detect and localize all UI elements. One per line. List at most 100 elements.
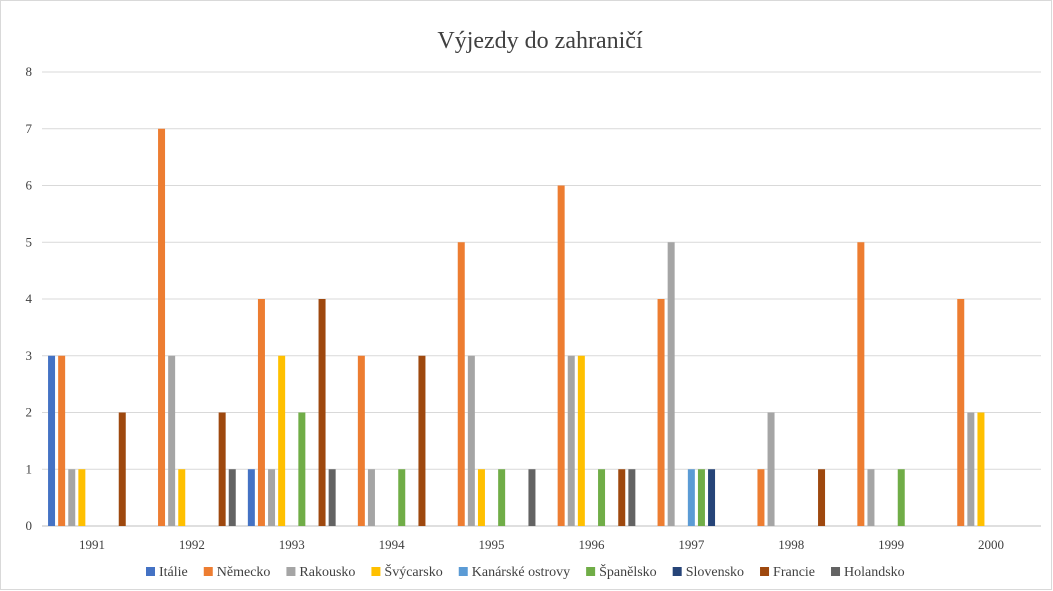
bar <box>498 469 506 526</box>
x-tick-label: 2000 <box>978 537 1004 552</box>
legend-item: Francie <box>760 565 815 580</box>
x-tick-label: 1996 <box>578 537 605 552</box>
bar <box>687 469 695 526</box>
bar <box>418 355 426 526</box>
y-tick-label: 2 <box>26 405 33 420</box>
bar <box>78 469 86 526</box>
bar <box>767 412 775 526</box>
gridlines <box>42 71 1041 527</box>
legend-swatch <box>760 567 770 576</box>
legend-item: Německo <box>203 565 271 580</box>
x-tick-label: 1991 <box>79 537 105 552</box>
bar <box>697 469 705 526</box>
bar <box>857 242 865 526</box>
bar <box>367 469 375 526</box>
y-tick-label: 8 <box>26 64 33 79</box>
chart-title: Výjezdy do zahraničí <box>437 28 643 54</box>
y-axis-ticks: 0 1 2 3 4 5 6 7 8 <box>26 64 33 533</box>
legend-label: Rakousko <box>299 565 355 580</box>
legend-label: Kanárské ostrovy <box>472 565 570 580</box>
bar <box>618 469 626 526</box>
bar <box>477 469 485 526</box>
bar <box>818 469 826 526</box>
legend-item: Španělsko <box>586 563 657 580</box>
legend-item: Rakousko <box>286 565 355 580</box>
legend-label: Francie <box>773 565 815 580</box>
legend-item: Itálie <box>146 565 188 580</box>
legend-swatch <box>146 567 155 576</box>
bar <box>328 469 336 526</box>
legend-swatch <box>831 567 841 576</box>
y-tick-label: 5 <box>26 234 33 249</box>
bar <box>667 242 675 526</box>
bar <box>298 412 306 526</box>
legend-label: Německo <box>217 565 271 580</box>
legend-label: Švýcarsko <box>384 563 442 580</box>
bar <box>357 355 365 526</box>
bar <box>457 242 465 526</box>
bar <box>278 355 286 526</box>
bars <box>48 128 985 526</box>
bar <box>897 469 905 526</box>
bar <box>118 412 126 526</box>
x-tick-label: 1997 <box>678 537 705 552</box>
bar <box>977 412 985 526</box>
bar <box>557 185 565 526</box>
legend-swatch <box>371 567 381 576</box>
x-axis-ticks: 1991 1992 1993 1994 1995 1996 1997 1998 1999 2000 <box>79 537 1004 552</box>
legend-label: Itálie <box>159 565 188 580</box>
legend-label: Holandsko <box>844 565 905 580</box>
bar <box>48 355 56 526</box>
x-tick-label: 1995 <box>479 537 505 552</box>
bar <box>168 355 176 526</box>
bar <box>528 469 536 526</box>
bar <box>867 469 875 526</box>
bar <box>257 299 265 526</box>
x-tick-label: 1993 <box>279 537 305 552</box>
legend-swatch <box>672 567 682 576</box>
bar <box>247 469 255 526</box>
legend-item: Holandsko <box>831 565 905 580</box>
bar <box>577 355 585 526</box>
x-tick-label: 1998 <box>778 537 804 552</box>
bar <box>628 469 636 526</box>
bar <box>58 355 66 526</box>
bar <box>598 469 606 526</box>
x-tick-label: 1992 <box>179 537 205 552</box>
y-tick-label: 7 <box>26 121 33 136</box>
bar <box>708 469 716 526</box>
legend-swatch <box>286 567 296 576</box>
bar <box>957 299 965 526</box>
legend-item: Kanárské ostrovy <box>458 565 570 580</box>
bar <box>398 469 406 526</box>
legend-swatch <box>586 567 596 576</box>
legend-item: Švýcarsko <box>371 563 443 580</box>
x-tick-label: 1994 <box>379 537 406 552</box>
x-tick-label: 1999 <box>878 537 904 552</box>
legend-item: Slovensko <box>672 565 744 580</box>
y-tick-label: 4 <box>26 291 33 306</box>
bar <box>178 469 186 526</box>
legend-label: Španělsko <box>599 563 657 580</box>
legend-label: Slovensko <box>686 565 744 580</box>
bar <box>218 412 226 526</box>
y-tick-label: 1 <box>26 461 33 476</box>
legend-swatch <box>203 567 213 576</box>
y-tick-label: 6 <box>26 178 33 193</box>
bar <box>158 128 166 526</box>
bar <box>757 469 765 526</box>
bar <box>318 299 326 526</box>
legend: Itálie Německo Rakousko Švýcarsko Kanárské o… <box>146 563 905 580</box>
y-tick-label: 3 <box>26 348 33 363</box>
bar <box>567 355 575 526</box>
bar <box>467 355 475 526</box>
y-tick-label: 0 <box>26 518 33 533</box>
bar <box>657 299 665 526</box>
bar <box>967 412 975 526</box>
bar <box>68 469 76 526</box>
legend-swatch <box>458 567 468 576</box>
bar <box>268 469 276 526</box>
bar <box>228 469 236 526</box>
